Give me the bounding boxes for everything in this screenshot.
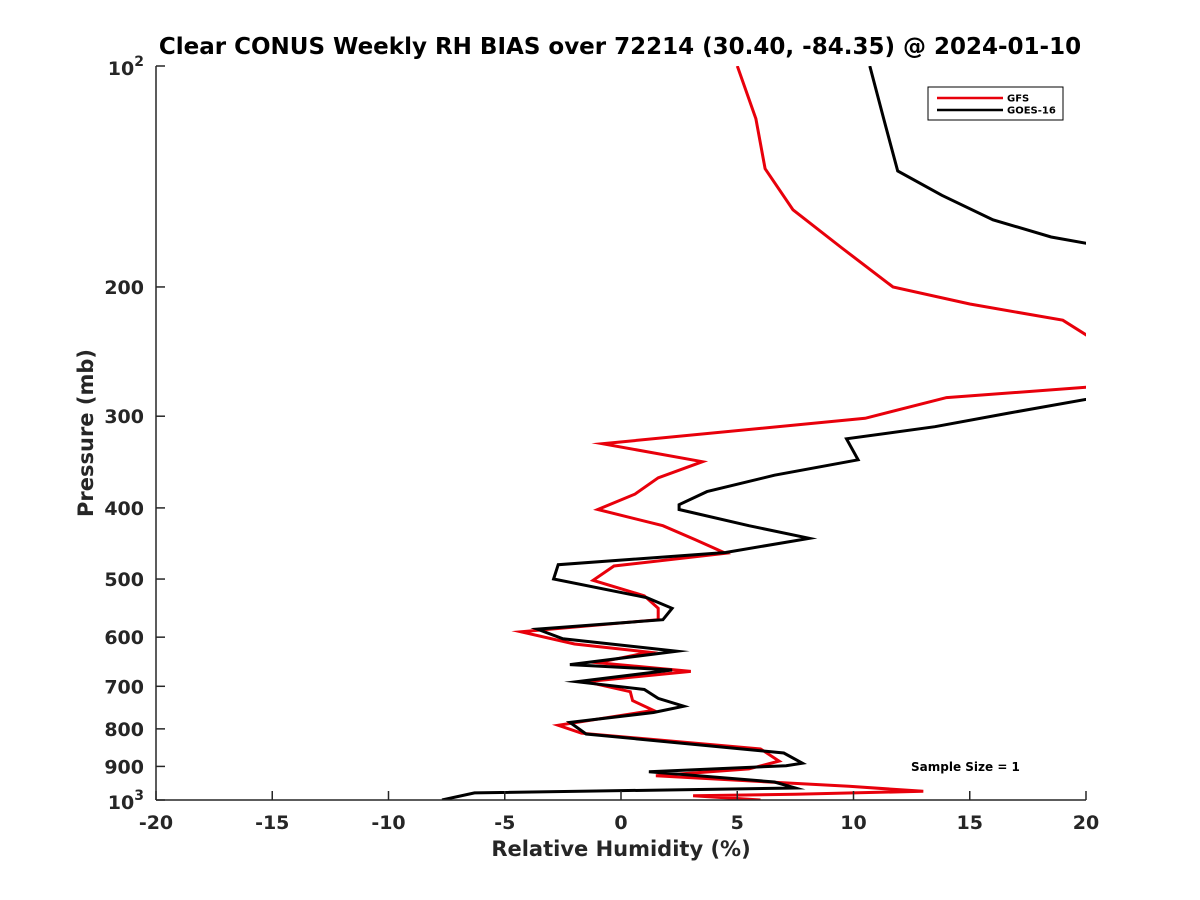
y-tick-label: 102 [108, 54, 144, 80]
chart-title: Clear CONUS Weekly RH BIAS over 72214 (3… [159, 34, 1081, 60]
y-tick-label: 400 [104, 498, 144, 520]
series-line-gfs [511, 66, 1086, 800]
x-tick-label: -20 [139, 812, 173, 834]
legend-label-gfs: GFS [1007, 94, 1029, 105]
legend-box [927, 86, 1064, 121]
y-tick-label: 700 [104, 676, 144, 698]
y-tick-label: 200 [104, 277, 144, 299]
legend: GFS GOES-16 [927, 86, 1064, 121]
y-axis-label: Pressure (mb) [74, 349, 98, 517]
series-line-goes16 [441, 66, 1086, 800]
x-tick-label: 5 [731, 812, 744, 834]
x-tick-label: 15 [957, 812, 983, 834]
y-tick-label: 300 [104, 406, 144, 428]
x-ticks: -20 -15 -10 -5 0 5 10 15 20 [139, 791, 1099, 834]
x-tick-label: -15 [255, 812, 289, 834]
y-tick-label: 103 [108, 788, 144, 814]
legend-label-goes16: GOES-16 [1007, 106, 1056, 117]
series-layer [441, 66, 1086, 800]
x-tick-label: -5 [494, 812, 515, 834]
x-tick-label: 0 [614, 812, 627, 834]
x-axis-label: Relative Humidity (%) [491, 837, 750, 861]
sample-size-annotation: Sample Size = 1 [911, 760, 1020, 774]
y-tick-label: 600 [104, 627, 144, 649]
y-tick-label: 800 [104, 719, 144, 741]
x-tick-label: 10 [840, 812, 866, 834]
y-tick-label: 900 [104, 756, 144, 778]
x-tick-label: -10 [371, 812, 405, 834]
x-tick-label: 20 [1073, 812, 1099, 834]
y-tick-label: 500 [104, 569, 144, 591]
y-ticks: 102 200 300 400 500 600 700 800 900 103 [104, 54, 165, 814]
